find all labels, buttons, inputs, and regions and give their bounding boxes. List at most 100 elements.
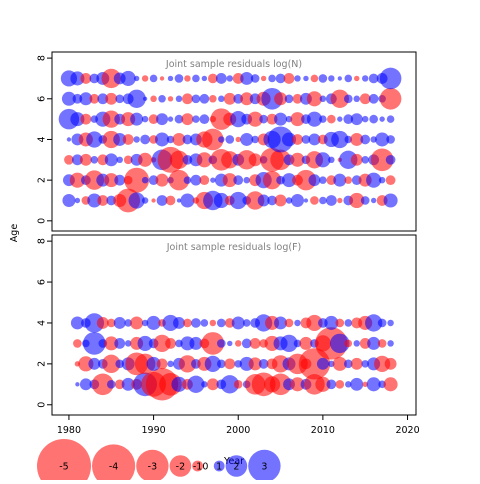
bubble-point [240, 132, 254, 146]
bubble-point [262, 170, 282, 190]
bubble-point [319, 176, 327, 184]
bubble-point [89, 93, 100, 104]
legend-bubble [192, 460, 204, 472]
bubble-point [319, 95, 327, 103]
bubble-point [335, 380, 345, 389]
bubble-point [79, 92, 93, 106]
bubble-point [353, 340, 360, 347]
bubble-point [315, 152, 331, 168]
bubble-point [294, 319, 301, 327]
bubble-point [367, 336, 381, 350]
bubble-layer [70, 313, 398, 401]
bubble-point [230, 111, 247, 128]
bubble-point [141, 176, 149, 184]
y-tick-label: 4 [37, 320, 48, 326]
bubble-point [270, 149, 291, 171]
bubble-point [104, 173, 119, 188]
legend-bubble [37, 439, 91, 484]
bubble-point [150, 95, 157, 103]
bubble-point [349, 192, 365, 209]
bubble-point [172, 132, 186, 146]
bubble-point [331, 130, 349, 149]
bubble-point [369, 114, 378, 124]
bubble-point [79, 378, 92, 391]
x-tick-label: 2020 [395, 425, 419, 436]
legend-bubble [213, 460, 225, 472]
bubble-point [233, 93, 244, 104]
bubble-point [128, 192, 145, 209]
bubble-point [156, 113, 168, 126]
bubble-point [175, 95, 183, 103]
bubble-point [206, 378, 219, 391]
bubble-point [332, 356, 347, 371]
legend-bubble [225, 455, 248, 477]
bubble-point [97, 93, 109, 105]
bubble-point [201, 332, 225, 355]
legend-bubble [136, 449, 169, 483]
bubble-point [224, 318, 235, 328]
bubble-point [174, 114, 184, 124]
bubble-point [387, 340, 394, 347]
panel-title: Joint sample residuals log(F) [166, 242, 302, 253]
bubble-point [140, 134, 150, 145]
bubble-point [61, 91, 76, 106]
bubble-point [366, 172, 382, 188]
y-axis-title: Age [9, 224, 20, 243]
bubble-point [319, 196, 327, 205]
bubble-point [285, 197, 293, 204]
bubble-point [182, 154, 193, 165]
legend-label: -3 [148, 462, 157, 473]
bubble-point [235, 136, 241, 143]
bubble-point [190, 174, 202, 186]
bubble-point [146, 356, 161, 371]
bubble-point [82, 332, 106, 355]
bubble-point [191, 318, 201, 328]
y-tick-label: 0 [37, 402, 48, 408]
bubble-point [290, 112, 305, 127]
bubble-point [344, 339, 353, 348]
bubble-point [75, 382, 80, 387]
bubble-point [72, 93, 83, 104]
bubble-point [269, 373, 292, 396]
bubble-point [218, 95, 225, 103]
bubble-point [280, 334, 298, 353]
bubble-point [70, 71, 85, 86]
bubble-point [370, 148, 394, 172]
bubble-point [233, 380, 243, 389]
bubble-point [374, 355, 391, 372]
bubble-point [137, 335, 153, 351]
bubble-point [106, 380, 116, 389]
bubble-point [183, 176, 192, 184]
bubble-point [379, 67, 402, 90]
bubble-point [345, 381, 352, 388]
bubble-point [104, 336, 119, 351]
bubble-point [174, 74, 184, 83]
bubble-point [243, 176, 250, 184]
bubble-point [189, 336, 203, 350]
bubble-point [196, 152, 212, 168]
bubble-point [216, 318, 226, 328]
bubble-point [88, 357, 101, 370]
bubble-point [200, 319, 209, 327]
bubble-point [284, 318, 294, 328]
bubble-point [167, 75, 174, 82]
bubble-point [102, 354, 121, 374]
legend-bubble [92, 444, 136, 484]
bubble-point [202, 128, 224, 151]
legend-label: 3 [261, 462, 267, 473]
y-tick-label: 6 [37, 279, 48, 285]
bubble-point [282, 132, 297, 147]
bubble-point [192, 74, 200, 83]
bubble-point [74, 197, 81, 204]
panel-frame [51, 51, 417, 232]
bubble-point [339, 150, 358, 169]
bubble-point [207, 73, 218, 84]
bubble-point [310, 74, 319, 83]
bubble-point [285, 115, 293, 123]
legend-label: -2 [176, 462, 185, 473]
bubble-point [260, 75, 267, 82]
bubble-point [167, 96, 174, 102]
bubble-point [122, 134, 134, 145]
legend-label: 2 [233, 462, 239, 473]
bubble-point [328, 75, 335, 82]
